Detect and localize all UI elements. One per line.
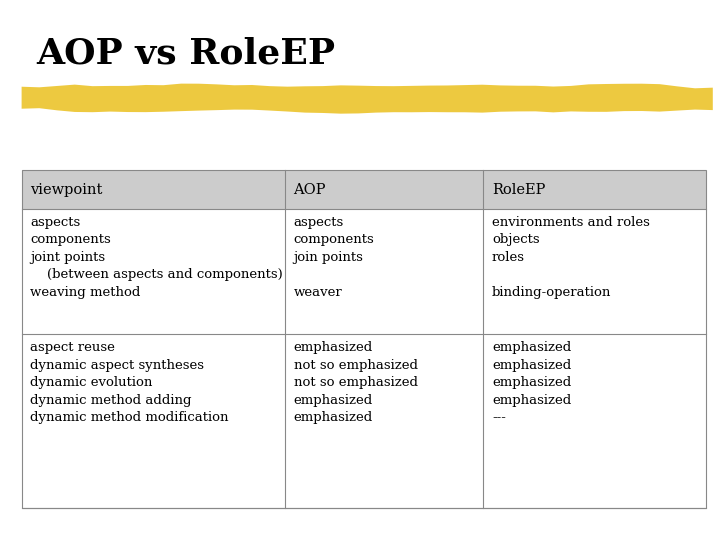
Text: AOP vs RoleEP: AOP vs RoleEP: [36, 36, 335, 70]
Text: aspect reuse
dynamic aspect syntheses
dynamic evolution
dynamic method adding
dy: aspect reuse dynamic aspect syntheses dy…: [30, 341, 229, 424]
Text: RoleEP: RoleEP: [492, 183, 545, 197]
Text: aspects
components
joint points
    (between aspects and components)
weaving met: aspects components joint points (between…: [30, 216, 283, 299]
Polygon shape: [22, 84, 713, 113]
Bar: [22, 334, 706, 508]
Bar: [22, 170, 706, 209]
Text: emphasized
emphasized
emphasized
emphasized
---: emphasized emphasized emphasized emphasi…: [492, 341, 571, 424]
Text: aspects
components
join points

weaver: aspects components join points weaver: [294, 216, 374, 299]
Text: emphasized
not so emphasized
not so emphasized
emphasized
emphasized: emphasized not so emphasized not so emph…: [294, 341, 418, 424]
Text: viewpoint: viewpoint: [30, 183, 103, 197]
Bar: [22, 170, 706, 508]
Text: AOP: AOP: [294, 183, 326, 197]
Text: environments and roles
objects
roles

binding-operation: environments and roles objects roles bin…: [492, 216, 650, 299]
Bar: [22, 209, 706, 334]
